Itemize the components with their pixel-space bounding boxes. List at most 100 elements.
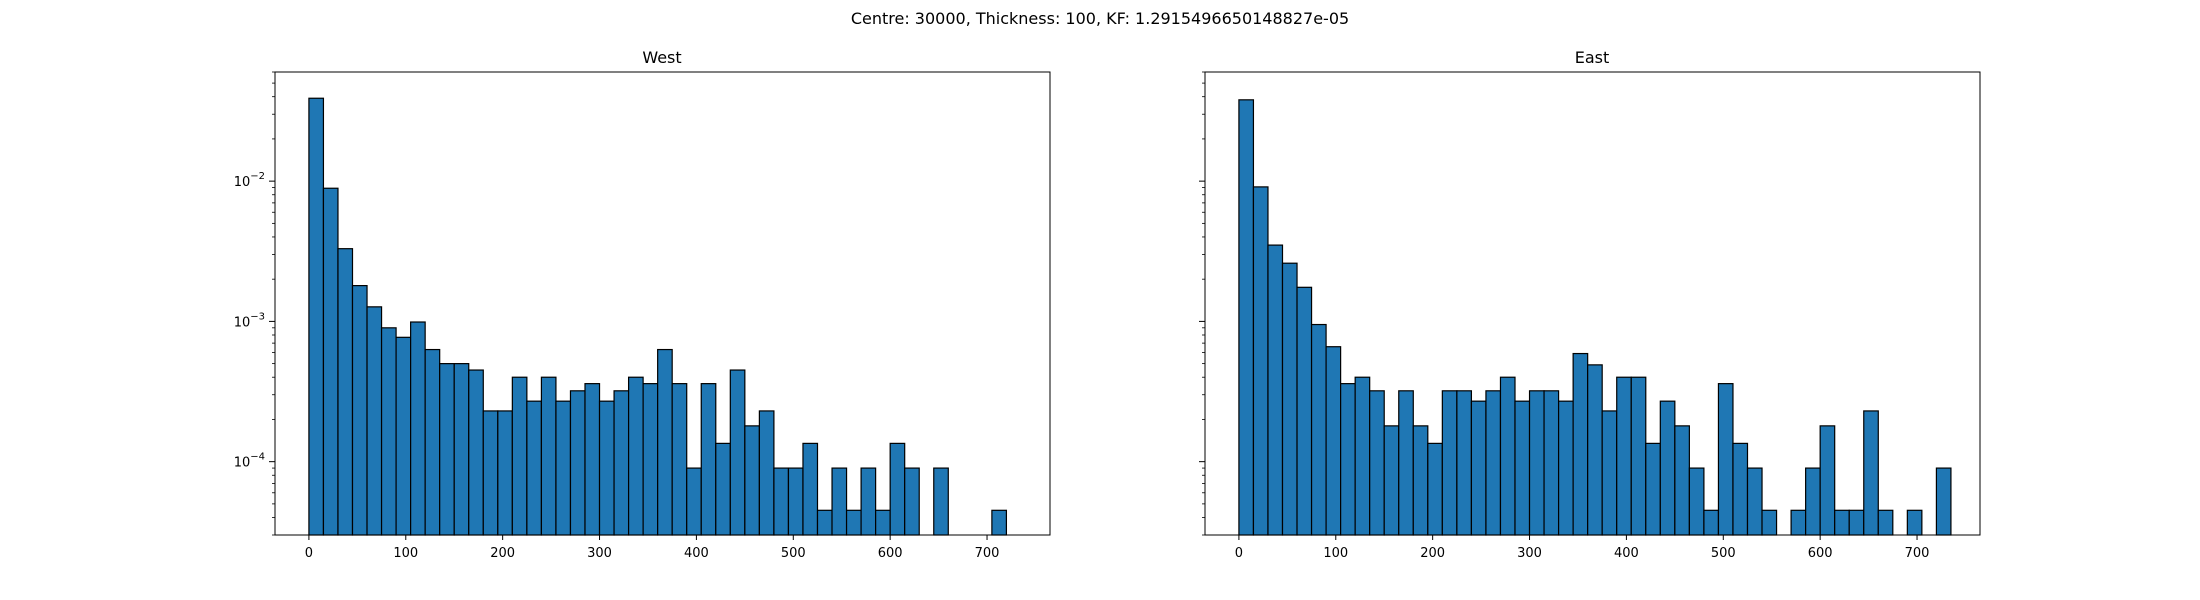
west-bar bbox=[410, 321, 426, 536]
west-x-axis: 0 100 200 300 400 500 600 700 bbox=[305, 535, 1000, 561]
east-bar bbox=[1281, 262, 1298, 536]
east-bar bbox=[1572, 352, 1589, 536]
east-x-tick-label: 700 bbox=[1905, 546, 1930, 561]
east-bar bbox=[1761, 509, 1778, 536]
west-bar bbox=[729, 369, 746, 536]
east-bar bbox=[1630, 376, 1647, 536]
west-bar bbox=[351, 285, 368, 536]
east-axes-frame bbox=[1204, 71, 1981, 536]
west-bar bbox=[657, 348, 673, 536]
west-bar bbox=[642, 383, 659, 536]
east-bar bbox=[1310, 323, 1327, 536]
east-bar bbox=[1499, 376, 1516, 536]
west-bar bbox=[831, 467, 848, 536]
west-bar bbox=[773, 467, 790, 536]
west-bar bbox=[540, 376, 557, 536]
east-bar bbox=[1441, 390, 1458, 536]
east-bar bbox=[1877, 509, 1894, 536]
west-y-tick-label: 10−4 bbox=[234, 452, 265, 471]
west-y-axis: 10−4 10−3 10−2 bbox=[234, 71, 275, 536]
west-y-tick-label: 10−3 bbox=[234, 311, 265, 330]
east-x-tick-label: 100 bbox=[1323, 546, 1348, 561]
west-x-tick-label: 0 bbox=[305, 546, 313, 561]
east-x-tick-label: 400 bbox=[1614, 546, 1639, 561]
west-panel-title: West bbox=[642, 48, 681, 67]
west-bar bbox=[598, 400, 615, 536]
west-bar bbox=[569, 390, 586, 536]
west-bar bbox=[497, 410, 513, 536]
east-bar bbox=[1369, 390, 1385, 536]
east-bar bbox=[1543, 390, 1560, 536]
east-bar bbox=[1252, 186, 1269, 536]
west-bar bbox=[468, 369, 484, 536]
east-bar bbox=[1848, 509, 1865, 536]
west-bar bbox=[380, 327, 397, 536]
east-bar bbox=[1325, 346, 1342, 536]
west-bar bbox=[526, 400, 543, 536]
east-bar bbox=[1456, 390, 1473, 536]
east-bar bbox=[1863, 410, 1879, 536]
west-bar bbox=[845, 509, 862, 536]
west-bar bbox=[933, 467, 949, 536]
east-bar bbox=[1703, 509, 1720, 536]
west-bar bbox=[715, 442, 731, 536]
west-bar bbox=[337, 248, 354, 536]
west-bar bbox=[744, 425, 760, 536]
east-bar bbox=[1906, 509, 1923, 536]
west-bar bbox=[424, 348, 441, 536]
west-bar bbox=[322, 187, 339, 536]
west-bar bbox=[439, 363, 455, 536]
east-x-tick-label: 600 bbox=[1808, 546, 1833, 561]
east-bar bbox=[1819, 425, 1836, 536]
west-bar bbox=[627, 376, 644, 536]
west-bar bbox=[991, 509, 1008, 536]
east-bar bbox=[1717, 383, 1734, 536]
west-bar bbox=[482, 410, 499, 536]
west-x-tick-label: 400 bbox=[684, 546, 709, 561]
east-bars bbox=[1238, 99, 1952, 536]
east-x-axis: 0 100 200 300 400 500 600 700 bbox=[1235, 535, 1930, 561]
west-bar bbox=[686, 467, 702, 536]
west-bars bbox=[308, 97, 1008, 536]
east-bar bbox=[1805, 467, 1821, 536]
west-bar bbox=[511, 376, 528, 536]
west-bar bbox=[904, 467, 920, 536]
east-bar bbox=[1587, 364, 1603, 536]
west-x-tick-label: 200 bbox=[490, 546, 515, 561]
west-x-tick-label: 100 bbox=[393, 546, 418, 561]
figure-suptitle: Centre: 30000, Thickness: 100, KF: 1.291… bbox=[851, 9, 1349, 28]
west-bar bbox=[555, 400, 572, 536]
east-bar bbox=[1383, 425, 1400, 536]
east-bar bbox=[1398, 390, 1414, 536]
east-bar bbox=[1645, 442, 1661, 536]
west-bar bbox=[802, 442, 819, 536]
east-bar bbox=[1412, 425, 1429, 536]
east-panel-title: East bbox=[1575, 48, 1610, 67]
west-bar bbox=[787, 467, 804, 536]
east-bar bbox=[1616, 376, 1632, 536]
east-bar bbox=[1427, 442, 1443, 536]
west-axes-frame bbox=[274, 71, 1051, 536]
west-x-tick-label: 300 bbox=[587, 546, 612, 561]
east-bar bbox=[1238, 99, 1255, 536]
east-panel: East 0 100 200 300 400 500 600 700 bbox=[1199, 48, 1981, 561]
west-bar bbox=[860, 467, 877, 536]
east-bar bbox=[1688, 467, 1705, 536]
west-bar bbox=[395, 336, 412, 536]
east-x-tick-label: 0 bbox=[1235, 546, 1243, 561]
west-x-tick-label: 700 bbox=[975, 546, 1000, 561]
west-bar bbox=[453, 363, 470, 536]
west-bar bbox=[816, 509, 833, 536]
west-bar bbox=[584, 383, 601, 536]
east-bar bbox=[1746, 467, 1763, 536]
east-bar bbox=[1601, 410, 1618, 536]
east-bar bbox=[1354, 376, 1371, 536]
west-y-tick-label: 10−2 bbox=[234, 171, 265, 190]
west-bar bbox=[308, 97, 325, 536]
east-bar bbox=[1790, 509, 1807, 536]
east-bar bbox=[1485, 390, 1502, 536]
east-bar bbox=[1557, 400, 1574, 536]
east-x-tick-label: 500 bbox=[1711, 546, 1736, 561]
west-bar bbox=[366, 306, 383, 536]
